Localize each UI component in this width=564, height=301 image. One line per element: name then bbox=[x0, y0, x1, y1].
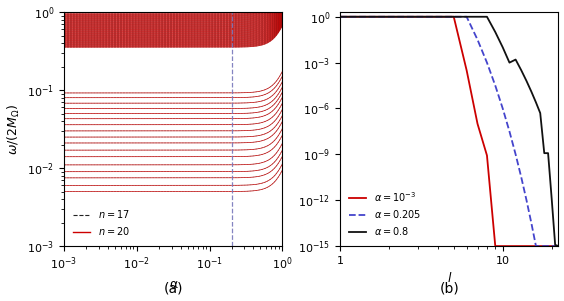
$\alpha = 10^{-3}$ bbox=[528, 244, 535, 248]
Legend: $n = 17$, $n = 20$: $n = 17$, $n = 20$ bbox=[69, 205, 134, 241]
$\alpha = 10^{-3}$ bbox=[451, 15, 457, 19]
$\alpha = 0.205$ bbox=[541, 244, 548, 248]
$\alpha = 10^{-3}$ bbox=[337, 15, 343, 19]
$\alpha = 0.8$ bbox=[523, 79, 530, 83]
Text: (a): (a) bbox=[164, 282, 183, 296]
$\alpha = 0.8$ bbox=[414, 15, 421, 19]
$\alpha = 10^{-3}$ bbox=[523, 244, 530, 248]
$\alpha = 0.205$ bbox=[528, 221, 535, 225]
Line: $\alpha = 10^{-3}$: $\alpha = 10^{-3}$ bbox=[340, 17, 558, 246]
$\alpha = 10^{-3}$ bbox=[386, 15, 393, 19]
$\alpha = 10^{-3}$ bbox=[548, 244, 555, 248]
$\alpha = 0.205$ bbox=[386, 15, 393, 19]
$\alpha = 10^{-3}$ bbox=[541, 244, 548, 248]
$\alpha = 10^{-3}$ bbox=[537, 244, 544, 248]
$\alpha = 0.8$ bbox=[512, 58, 519, 61]
$\alpha = 10^{-3}$ bbox=[435, 15, 442, 19]
$\alpha = 10^{-3}$ bbox=[483, 154, 490, 157]
$\alpha = 10^{-3}$ bbox=[512, 244, 519, 248]
$\alpha = 0.8$ bbox=[483, 15, 490, 19]
$\alpha = 10^{-3}$ bbox=[518, 244, 525, 248]
Line: $\alpha = 0.205$: $\alpha = 0.205$ bbox=[340, 17, 558, 246]
$\alpha = 10^{-3}$ bbox=[532, 244, 539, 248]
$\alpha = 0.205$ bbox=[337, 15, 343, 19]
$\alpha = 0.8$ bbox=[532, 101, 539, 104]
$\alpha = 0.8$ bbox=[474, 15, 481, 19]
$\alpha = 0.8$ bbox=[492, 30, 499, 34]
$\alpha = 10^{-3}$ bbox=[555, 244, 562, 248]
$\alpha = 0.205$ bbox=[463, 15, 470, 19]
X-axis label: $l$: $l$ bbox=[447, 272, 452, 285]
$\alpha = 0.8$ bbox=[435, 15, 442, 19]
$\alpha = 0.205$ bbox=[451, 15, 457, 19]
$\alpha = 10^{-3}$ bbox=[552, 244, 558, 248]
$\alpha = 0.8$ bbox=[528, 90, 535, 94]
$\alpha = 0.8$ bbox=[537, 111, 544, 115]
$\alpha = 10^{-3}$ bbox=[499, 244, 506, 248]
$\alpha = 0.8$ bbox=[337, 15, 343, 19]
$\alpha = 0.205$ bbox=[555, 244, 562, 248]
$\alpha = 0.205$ bbox=[518, 175, 525, 179]
$\alpha = 0.205$ bbox=[474, 38, 481, 42]
$\alpha = 0.8$ bbox=[451, 15, 457, 19]
$\alpha = 0.205$ bbox=[548, 244, 555, 248]
$\alpha = 0.8$ bbox=[545, 151, 552, 155]
$\alpha = 0.205$ bbox=[492, 84, 499, 87]
$\alpha = 0.8$ bbox=[499, 45, 506, 49]
Line: $\alpha = 0.8$: $\alpha = 0.8$ bbox=[340, 17, 558, 246]
$\alpha = 10^{-3}$ bbox=[463, 68, 470, 72]
X-axis label: α: α bbox=[169, 278, 177, 291]
$\alpha = 10^{-3}$ bbox=[492, 244, 499, 248]
$\alpha = 0.205$ bbox=[483, 61, 490, 64]
$\alpha = 0.205$ bbox=[537, 244, 544, 248]
$\alpha = 10^{-3}$ bbox=[545, 244, 552, 248]
$\alpha = 0.205$ bbox=[499, 107, 506, 110]
$\alpha = 0.205$ bbox=[506, 130, 513, 133]
$\alpha = 0.8$ bbox=[518, 68, 525, 72]
$\alpha = 0.205$ bbox=[414, 15, 421, 19]
$\alpha = 0.8$ bbox=[552, 243, 558, 247]
$\alpha = 0.205$ bbox=[552, 244, 558, 248]
$\alpha = 0.8$ bbox=[548, 197, 555, 201]
Text: (b): (b) bbox=[439, 282, 459, 296]
Y-axis label: $\omega/(2M_\Omega)$: $\omega/(2M_\Omega)$ bbox=[6, 104, 21, 155]
$\alpha = 10^{-3}$ bbox=[414, 15, 421, 19]
$\alpha = 10^{-3}$ bbox=[474, 122, 481, 126]
$\alpha = 0.8$ bbox=[555, 244, 562, 248]
$\alpha = 0.205$ bbox=[512, 153, 519, 156]
$\alpha = 10^{-3}$ bbox=[506, 244, 513, 248]
$\alpha = 0.205$ bbox=[435, 15, 442, 19]
$\alpha = 0.205$ bbox=[545, 244, 552, 248]
$\alpha = 0.8$ bbox=[463, 15, 470, 19]
$\alpha = 0.8$ bbox=[386, 15, 393, 19]
$\alpha = 0.8$ bbox=[541, 151, 548, 155]
$\alpha = 0.8$ bbox=[506, 61, 513, 64]
$\alpha = 0.205$ bbox=[523, 198, 530, 202]
Legend: $\alpha = 10^{-3}$, $\alpha = 0.205$, $\alpha = 0.8$: $\alpha = 10^{-3}$, $\alpha = 0.205$, $\… bbox=[345, 186, 425, 241]
$\alpha = 0.205$ bbox=[532, 244, 539, 248]
